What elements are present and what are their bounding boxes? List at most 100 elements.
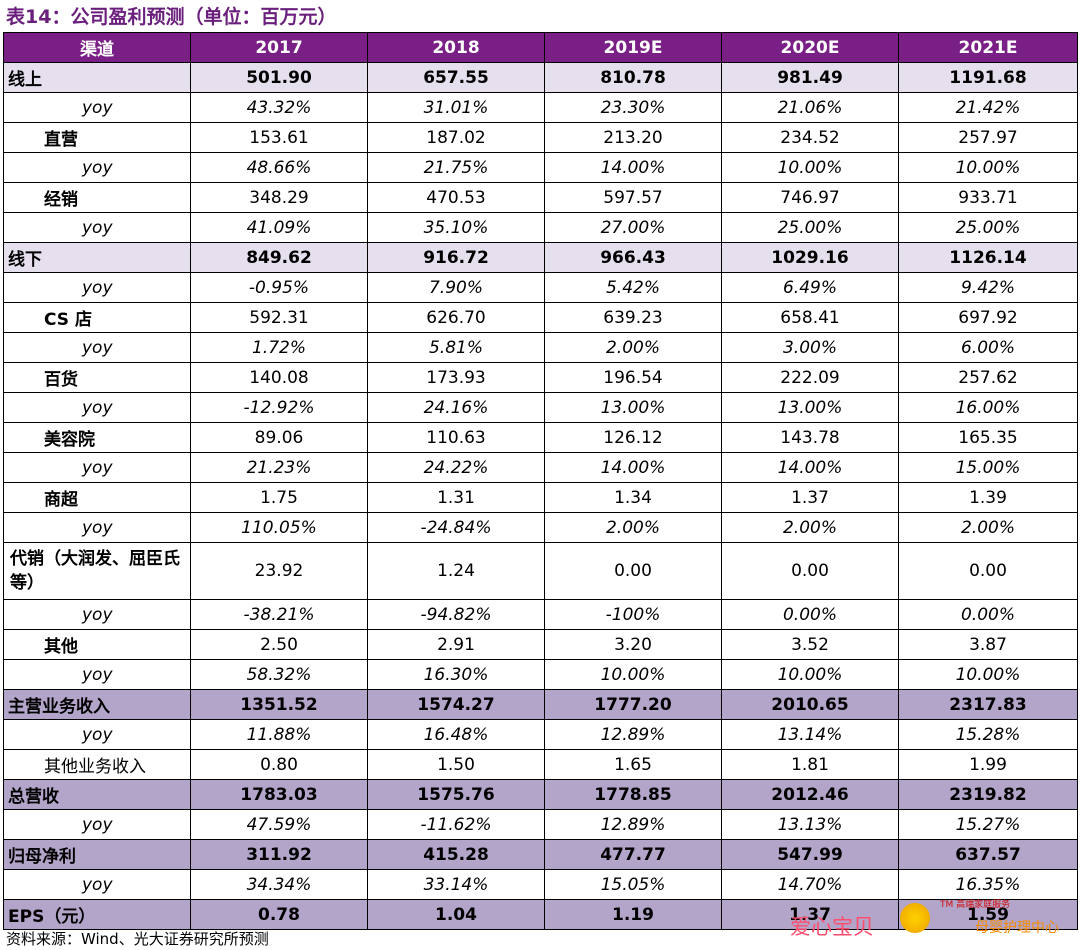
- cell-value: 2012.46: [721, 779, 899, 810]
- table-row: yoy 41.09% 35.10% 27.00% 25.00% 25.00%: [3, 212, 1078, 243]
- cell-value: 0.00: [721, 542, 899, 600]
- cell-value: 1.19: [544, 899, 722, 930]
- table-row: 其他业务收入 0.80 1.50 1.65 1.81 1.99: [3, 749, 1078, 780]
- row-label: yoy: [3, 659, 191, 690]
- table-row: yoy 34.34% 33.14% 15.05% 14.70% 16.35%: [3, 869, 1078, 900]
- cell-value: 1.04: [367, 899, 545, 930]
- cell-value: 1574.27: [367, 689, 545, 720]
- row-label: 归母净利: [3, 839, 191, 870]
- table-body: 线上 501.90 657.55 810.78 981.49 1191.68 yoy 43.3…: [3, 62, 1078, 930]
- cell-value: 547.99: [721, 839, 899, 870]
- cell-value: 2.00%: [544, 332, 722, 363]
- table-row: 线下 849.62 916.72 966.43 1029.16 1126.14: [3, 242, 1078, 273]
- cell-value: 9.42%: [898, 272, 1078, 303]
- cell-value: 933.71: [898, 182, 1078, 213]
- cell-value: 13.14%: [721, 719, 899, 750]
- table-row: 总营收 1783.03 1575.76 1778.85 2012.46 2319.82: [3, 779, 1078, 810]
- row-label: yoy: [3, 332, 191, 363]
- cell-value: 173.93: [367, 362, 545, 393]
- cell-value: 3.00%: [721, 332, 899, 363]
- row-label: 商超: [3, 482, 191, 513]
- cell-value: 1.75: [190, 482, 368, 513]
- table-row: 直营 153.61 187.02 213.20 234.52 257.97: [3, 122, 1078, 153]
- cell-value: 13.00%: [544, 392, 722, 423]
- cell-value: 1.39: [898, 482, 1078, 513]
- table-row: yoy 21.23% 24.22% 14.00% 14.00% 15.00%: [3, 452, 1078, 483]
- cell-value: 196.54: [544, 362, 722, 393]
- cell-value: 1.81: [721, 749, 899, 780]
- row-label: yoy: [3, 599, 191, 630]
- cell-value: 1126.14: [898, 242, 1078, 273]
- cell-value: -12.92%: [190, 392, 368, 423]
- cell-value: 21.42%: [898, 92, 1078, 123]
- table-row: CS 店 592.31 626.70 639.23 658.41 697.92: [3, 302, 1078, 333]
- sun-logo-icon: [900, 903, 930, 933]
- cell-value: 33.14%: [367, 869, 545, 900]
- cell-value: 1575.76: [367, 779, 545, 810]
- cell-value: 1.65: [544, 749, 722, 780]
- cell-value: 1.37: [721, 482, 899, 513]
- row-label: 经销: [3, 182, 191, 213]
- cell-value: 657.55: [367, 62, 545, 93]
- cell-value: -38.21%: [190, 599, 368, 630]
- row-label: 线上: [3, 62, 191, 93]
- cell-value: 12.89%: [544, 809, 722, 840]
- cell-value: 5.81%: [367, 332, 545, 363]
- cell-value: 89.06: [190, 422, 368, 453]
- cell-value: 143.78: [721, 422, 899, 453]
- row-label: 代销（大润发、屈臣氏等）: [3, 542, 191, 600]
- header-channel: 渠道: [3, 32, 191, 63]
- cell-value: 592.31: [190, 302, 368, 333]
- cell-value: 2.00%: [544, 512, 722, 543]
- table-row: 百货 140.08 173.93 196.54 222.09 257.62: [3, 362, 1078, 393]
- cell-value: 2.00%: [721, 512, 899, 543]
- row-label: yoy: [3, 212, 191, 243]
- cell-value: 1777.20: [544, 689, 722, 720]
- cell-value: 58.32%: [190, 659, 368, 690]
- cell-value: 11.88%: [190, 719, 368, 750]
- cell-value: 1.50: [367, 749, 545, 780]
- cell-value: 16.00%: [898, 392, 1078, 423]
- cell-value: 810.78: [544, 62, 722, 93]
- cell-value: 2010.65: [721, 689, 899, 720]
- cell-value: 25.00%: [721, 212, 899, 243]
- table-row: yoy -38.21% -94.82% -100% 0.00% 0.00%: [3, 599, 1078, 630]
- cell-value: 16.48%: [367, 719, 545, 750]
- cell-value: 2319.82: [898, 779, 1078, 810]
- cell-value: 31.01%: [367, 92, 545, 123]
- cell-value: 14.00%: [721, 452, 899, 483]
- cell-value: 27.00%: [544, 212, 722, 243]
- cell-value: 0.00%: [721, 599, 899, 630]
- cell-value: 7.90%: [367, 272, 545, 303]
- cell-value: -11.62%: [367, 809, 545, 840]
- row-label: 主营业务收入: [3, 689, 191, 720]
- cell-value: 1351.52: [190, 689, 368, 720]
- table-title: 表14：公司盈利预测（单位：百万元）: [6, 6, 337, 28]
- table-row: yoy 58.32% 16.30% 10.00% 10.00% 10.00%: [3, 659, 1078, 690]
- cell-value: 15.28%: [898, 719, 1078, 750]
- cell-value: 15.00%: [898, 452, 1078, 483]
- table-row: 代销（大润发、屈臣氏等） 23.92 1.24 0.00 0.00 0.00: [3, 542, 1078, 600]
- watermark-tagline: TM 高端家庭服务: [940, 900, 1011, 910]
- cell-value: 13.13%: [721, 809, 899, 840]
- cell-value: 470.53: [367, 182, 545, 213]
- cell-value: 746.97: [721, 182, 899, 213]
- table-row: yoy -0.95% 7.90% 5.42% 6.49% 9.42%: [3, 272, 1078, 303]
- cell-value: 35.10%: [367, 212, 545, 243]
- row-label: yoy: [3, 92, 191, 123]
- cell-value: 348.29: [190, 182, 368, 213]
- header-2021e: 2021E: [898, 32, 1078, 63]
- cell-value: 477.77: [544, 839, 722, 870]
- cell-value: 0.00%: [898, 599, 1078, 630]
- row-label: yoy: [3, 512, 191, 543]
- cell-value: 23.30%: [544, 92, 722, 123]
- cell-value: 10.00%: [721, 659, 899, 690]
- table-row: 商超 1.75 1.31 1.34 1.37 1.39: [3, 482, 1078, 513]
- cell-value: 0.78: [190, 899, 368, 930]
- cell-value: 10.00%: [898, 152, 1078, 183]
- cell-value: 110.05%: [190, 512, 368, 543]
- cell-value: 10.00%: [544, 659, 722, 690]
- cell-value: 2.91: [367, 629, 545, 660]
- cell-value: 1.37: [721, 899, 899, 930]
- cell-value: -0.95%: [190, 272, 368, 303]
